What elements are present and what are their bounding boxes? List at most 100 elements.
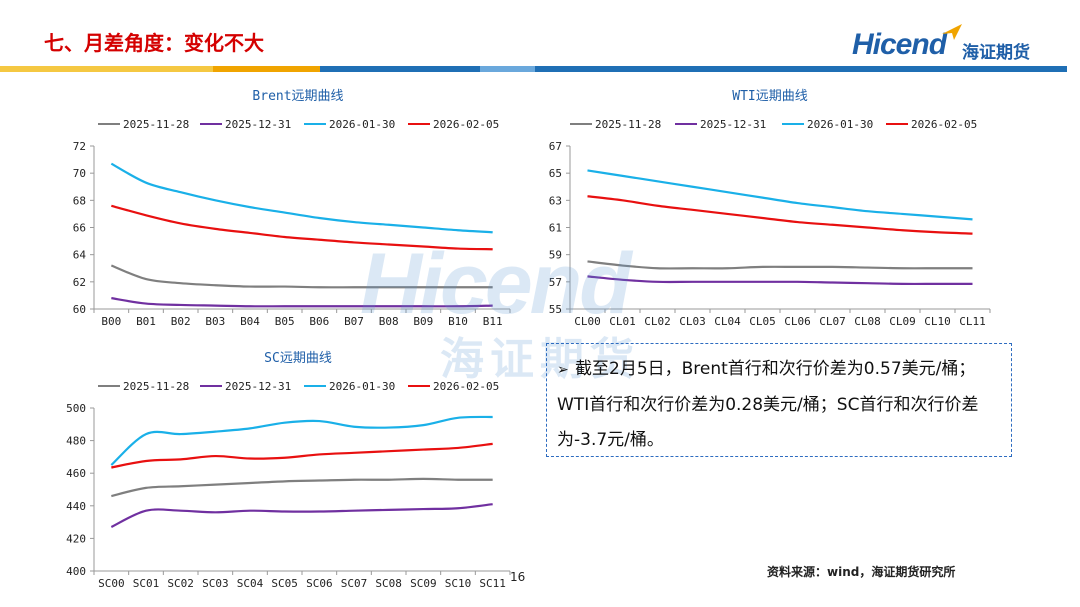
x-tick-label: B10 — [448, 315, 468, 328]
logo: Hicend 海证期货 — [850, 22, 1060, 72]
series-line-2025-12-31 — [111, 297, 493, 308]
y-tick-label: 55 — [549, 303, 562, 316]
page-title: 七、月差角度：变化不大 — [44, 31, 264, 55]
x-tick-label: CL05 — [749, 315, 776, 328]
legend-label: 2025-11-28 — [123, 380, 189, 393]
y-tick-label: 63 — [549, 194, 562, 207]
series-line-2026-01-30 — [110, 415, 493, 466]
y-tick-label: 67 — [549, 140, 562, 153]
legend-label: 2025-11-28 — [595, 118, 661, 131]
y-tick-label: 57 — [549, 276, 562, 289]
series-line-2026-02-05 — [111, 204, 493, 251]
y-tick-label: 460 — [66, 467, 86, 480]
summary-note: ➢ 截至2月5日，Brent首行和次行价差为0.57美元/桶；WTI首行和次行价差… — [546, 343, 1012, 457]
x-tick-label: SC06 — [306, 577, 333, 590]
legend-label: 2026-02-05 — [433, 118, 499, 131]
x-tick-label: B08 — [379, 315, 399, 328]
x-tick-label: SC03 — [202, 577, 229, 590]
x-tick-label: CL03 — [679, 315, 706, 328]
x-tick-label: B09 — [413, 315, 433, 328]
x-tick-label: B04 — [240, 315, 260, 328]
header-band-blue — [320, 66, 480, 72]
x-tick-label: B07 — [344, 315, 364, 328]
x-tick-label: CL11 — [959, 315, 986, 328]
summary-text: 截至2月5日，Brent首行和次行价差为0.57美元/桶；WTI首行和次行价差为… — [557, 359, 979, 450]
chart-title: Brent远期曲线 — [252, 89, 343, 104]
series-line-2025-11-28 — [587, 260, 973, 270]
legend-label: 2026-01-30 — [807, 118, 873, 131]
x-tick-label: CL06 — [784, 315, 811, 328]
logo-chinese-name: 海证期货 — [962, 43, 1030, 63]
x-tick-label: SC04 — [237, 577, 264, 590]
legend-label: 2025-12-31 — [225, 118, 291, 131]
series-line-2025-12-31 — [110, 503, 493, 528]
y-tick-label: 70 — [73, 167, 86, 180]
y-tick-label: 64 — [73, 249, 87, 262]
x-tick-label: SC05 — [271, 577, 298, 590]
y-tick-label: 59 — [549, 249, 562, 262]
y-tick-label: 400 — [66, 565, 86, 578]
x-tick-label: SC00 — [98, 577, 125, 590]
arrow-bullet-icon: ➢ — [557, 362, 569, 378]
sc-forward-curve-chart: SC远期曲线 2025-11-28 2025-12-31 2026-01-30 2026… — [66, 351, 511, 590]
series-line-2025-11-28 — [110, 264, 493, 289]
x-tick-label: SC02 — [167, 577, 194, 590]
x-tick-label: SC01 — [133, 577, 160, 590]
y-tick-label: 72 — [73, 140, 86, 153]
legend-label: 2025-12-31 — [225, 380, 291, 393]
x-tick-label: CL08 — [854, 315, 881, 328]
x-tick-label: SC09 — [410, 577, 437, 590]
series-line-2025-11-28 — [111, 477, 493, 498]
x-tick-label: B02 — [171, 315, 191, 328]
x-tick-label: SC08 — [375, 577, 402, 590]
y-tick-label: 66 — [73, 222, 86, 235]
series-line-2026-01-30 — [110, 162, 493, 234]
x-tick-label: B11 — [483, 315, 503, 328]
x-tick-label: CL10 — [924, 315, 951, 328]
x-tick-label: SC07 — [341, 577, 368, 590]
series-line-2026-01-30 — [587, 169, 973, 221]
x-tick-label: SC10 — [445, 577, 472, 590]
brent-forward-curve-chart: Brent远期曲线 2025-11-28 2025-12-31 2026-01-30 2… — [73, 89, 511, 328]
x-tick-label: CL01 — [609, 315, 636, 328]
x-tick-label: CL00 — [574, 315, 601, 328]
x-tick-label: CL04 — [714, 315, 741, 328]
x-tick-label: B06 — [309, 315, 329, 328]
y-tick-label: 440 — [66, 500, 86, 513]
x-tick-label: B05 — [275, 315, 295, 328]
chart-title: SC远期曲线 — [264, 351, 332, 366]
y-tick-label: 62 — [73, 276, 86, 289]
y-tick-label: 68 — [73, 194, 86, 207]
x-tick-label: B00 — [101, 315, 121, 328]
y-tick-label: 61 — [549, 222, 562, 235]
legend-label: 2025-12-31 — [700, 118, 766, 131]
y-tick-label: 65 — [549, 167, 562, 180]
x-tick-label: B03 — [205, 315, 225, 328]
legend-label: 2025-11-28 — [123, 118, 189, 131]
y-tick-label: 480 — [66, 435, 86, 448]
series-line-2026-02-05 — [111, 442, 493, 469]
header-band-orange — [213, 66, 320, 72]
chart-title: WTI远期曲线 — [732, 89, 807, 104]
x-tick-label: CL09 — [889, 315, 916, 328]
y-tick-label: 500 — [66, 402, 86, 415]
wti-forward-curve-chart: WTI远期曲线 2025-11-28 2025-12-31 2026-01-30 202… — [549, 89, 991, 328]
header-band-yellow — [0, 66, 213, 72]
logo-swoosh-icon — [942, 24, 962, 40]
y-tick-label: 60 — [73, 303, 86, 316]
legend-label: 2026-01-30 — [329, 118, 395, 131]
x-tick-label: CL07 — [819, 315, 846, 328]
legend-label: 2026-02-05 — [433, 380, 499, 393]
header-band-blue-2 — [535, 66, 1067, 72]
data-source: 资料来源：wind，海证期货研究所 — [767, 565, 956, 579]
x-tick-label: SC11 — [479, 577, 506, 590]
page-number: 16 — [510, 570, 526, 584]
x-tick-label: B01 — [136, 315, 156, 328]
legend-label: 2026-02-05 — [911, 118, 977, 131]
header-band-lightblue — [480, 66, 535, 72]
series-line-2026-02-05 — [587, 195, 973, 235]
x-tick-label: CL02 — [644, 315, 671, 328]
legend-label: 2026-01-30 — [329, 380, 395, 393]
y-tick-label: 420 — [66, 532, 86, 545]
logo-wordmark: Hicend — [852, 28, 947, 61]
